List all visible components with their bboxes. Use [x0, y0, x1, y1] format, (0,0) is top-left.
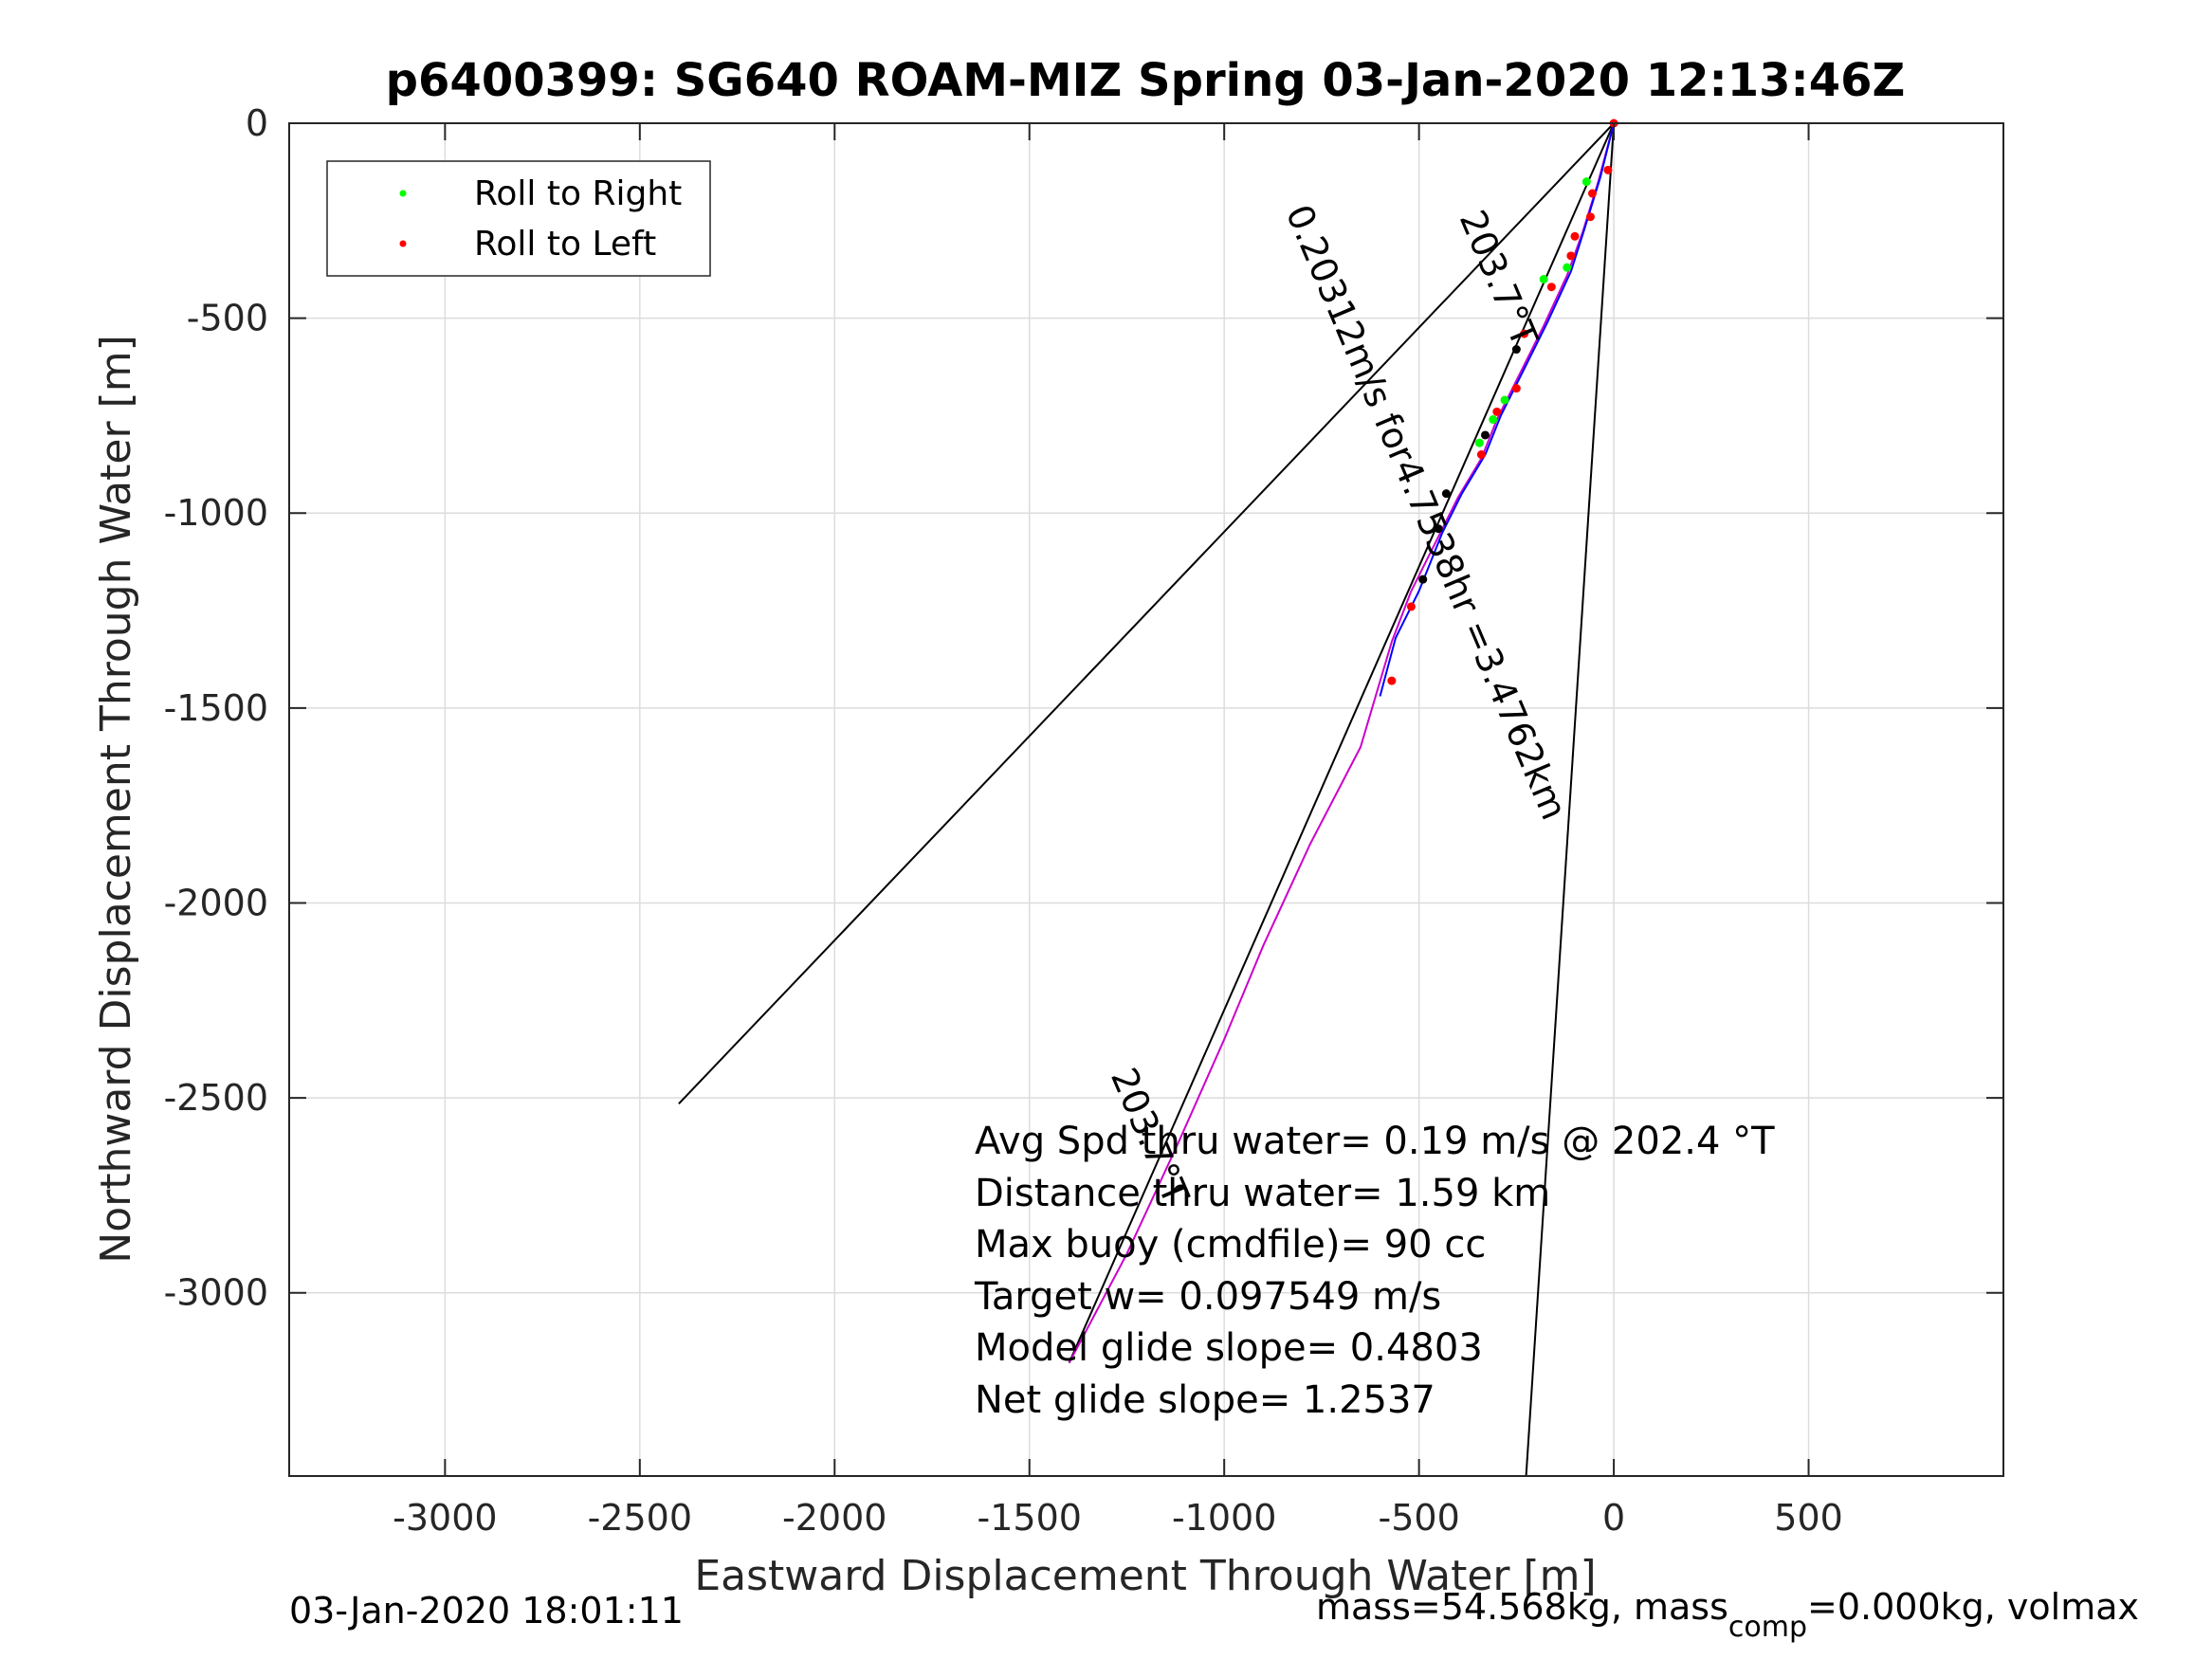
axes-background: [289, 123, 2003, 1476]
legend-label-roll-right: Roll to Right: [474, 174, 682, 213]
data-point: [1570, 231, 1580, 241]
footer-date: 03-Jan-2020 18:01:11: [289, 1590, 684, 1632]
y-tick-label: -500: [187, 298, 268, 339]
data-point: [1387, 676, 1397, 685]
y-tick-label: 0: [246, 102, 268, 144]
x-axis-label: Eastward Displacement Through Water [m]: [694, 1552, 1596, 1600]
data-point: [1406, 602, 1416, 611]
legend-label-roll-left: Roll to Left: [474, 225, 656, 264]
data-point: [1546, 283, 1556, 292]
series-line: [678, 122, 1615, 1104]
x-tick-label: -1000: [1172, 1497, 1276, 1539]
footer-mass-prefix: mass=54.568kg, mass: [1316, 1586, 1728, 1628]
data-point: [1520, 329, 1529, 338]
series-points: [1387, 118, 1618, 685]
legend-marker-roll-right: [399, 190, 407, 197]
data-point: [1418, 574, 1428, 584]
x-tick-label: 0: [1602, 1497, 1625, 1539]
series-line: [1379, 122, 1616, 697]
stat-target-w: Target w= 0.097549 m/s: [974, 1275, 1441, 1319]
legend-marker-roll-left: [399, 240, 407, 247]
footer-mass-suffix: =0.000kg, volmax: [1807, 1586, 2139, 1628]
x-tick-label: -500: [1379, 1497, 1460, 1539]
y-tick-label: -1000: [164, 492, 268, 534]
stat-avg-speed: Avg Spd thru water= 0.19 m/s @ 202.4 °T: [975, 1120, 1775, 1163]
y-tick-label: -2000: [164, 882, 268, 923]
stats-block: Avg Spd thru water= 0.19 m/s @ 202.4 °T …: [974, 1120, 1775, 1422]
plot-area: 203.7°T0.20312m/s for4.7538hr =3.4762km2…: [164, 102, 2004, 1539]
x-tick-label: -1500: [978, 1497, 1082, 1539]
data-point: [1603, 165, 1613, 174]
data-point: [1476, 450, 1486, 460]
legend-box: [326, 160, 711, 277]
data-point: [1585, 212, 1595, 222]
x-tick-label: -2000: [782, 1497, 887, 1539]
series-line: [1068, 122, 1616, 1364]
x-tick-label: 500: [1774, 1497, 1843, 1539]
axes-box: [288, 122, 2004, 1477]
y-tick-label: -1500: [164, 687, 268, 729]
data-point: [1441, 489, 1451, 499]
data-point: [1474, 438, 1484, 447]
data-point: [1480, 430, 1490, 440]
stat-net-glide: Net glide slope= 1.2537: [975, 1378, 1435, 1422]
data-point: [1563, 263, 1572, 272]
data-point: [1581, 177, 1591, 187]
data-point: [1566, 251, 1576, 261]
data-point: [1434, 524, 1443, 534]
y-tick-label: -2500: [164, 1077, 268, 1119]
y-tick-label: -3000: [164, 1272, 268, 1314]
stat-model-glide: Model glide slope= 0.4803: [975, 1326, 1483, 1370]
y-axis-label: Northward Displacement Through Water [m]: [92, 335, 140, 1263]
footer-mass-subscript: comp: [1728, 1611, 1807, 1644]
ticks: -3000 -2500 -2000 -1500 -1000 -500 0 500 0 -500 -1…: [164, 102, 2003, 1539]
data-point: [1492, 407, 1502, 416]
stat-max-buoy: Max buoy (cmdfile)= 90 cc: [975, 1223, 1486, 1267]
data-point: [1500, 395, 1509, 405]
data-point: [1511, 345, 1521, 355]
x-tick-label: -2500: [588, 1497, 692, 1539]
data-point: [1587, 189, 1597, 198]
x-tick-label: -3000: [393, 1497, 497, 1539]
data-point: [1511, 384, 1521, 393]
footer-mass: mass=54.568kg, masscomp=0.000kg, volmax: [1316, 1586, 2139, 1644]
series-line: [1525, 122, 1616, 1477]
chart-title: p6400399: SG640 ROAM-MIZ Spring 03-Jan-2…: [386, 54, 1906, 107]
data-point: [1489, 415, 1498, 425]
data-point: [1539, 274, 1548, 283]
stat-distance: Distance thru water= 1.59 km: [975, 1172, 1550, 1215]
legend: Roll to Right Roll to Left: [326, 160, 711, 277]
